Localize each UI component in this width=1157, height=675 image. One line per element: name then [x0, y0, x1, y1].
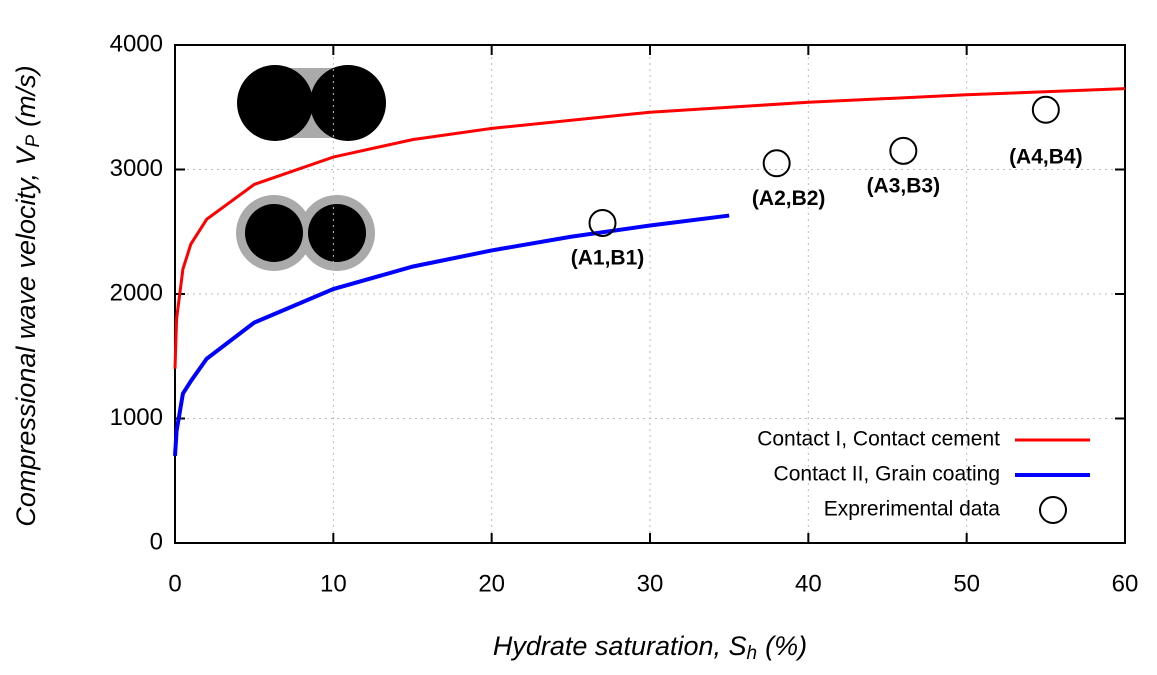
y-tick-label: 1000: [110, 404, 163, 431]
x-tick-label: 60: [1112, 570, 1139, 597]
data-point: [588, 209, 617, 238]
y-tick-label: 2000: [110, 279, 163, 306]
x-tick-label: 20: [478, 570, 505, 597]
y-tick-label: 0: [150, 528, 163, 555]
x-tick-label: 40: [795, 570, 822, 597]
legend-label: Contact II, Grain coating: [774, 463, 1000, 486]
plot-frame: [174, 44, 1126, 544]
y-tick-label: 3000: [110, 155, 163, 182]
legend-label: Exprerimental data: [824, 498, 1001, 521]
x-tick-label: 30: [637, 570, 664, 597]
x-tick-label: 0: [168, 570, 181, 597]
legend-label: Contact I, Contact cement: [757, 428, 1000, 451]
x-tick-label: 50: [953, 570, 980, 597]
point-label: (A3,B3): [867, 174, 941, 197]
inset-icons: [236, 65, 386, 271]
point-label: (A1,B1): [571, 247, 645, 270]
x-axis-label: Hydrate saturation, Sh (%): [493, 631, 807, 664]
line-series: [173, 87, 1126, 369]
y-tick-label: 4000: [110, 30, 163, 57]
point-label: (A2,B2): [752, 187, 826, 210]
point-label: (A4,B4): [1009, 145, 1083, 168]
legend-swatch: [1039, 496, 1067, 524]
y-axis-label: Compressional wave velocity, VP(m/s): [11, 65, 44, 526]
data-point: [1031, 95, 1060, 124]
line-series: [173, 213, 730, 456]
data-point: [762, 149, 791, 178]
data-point: [889, 136, 918, 165]
x-tick-label: 10: [320, 570, 347, 597]
